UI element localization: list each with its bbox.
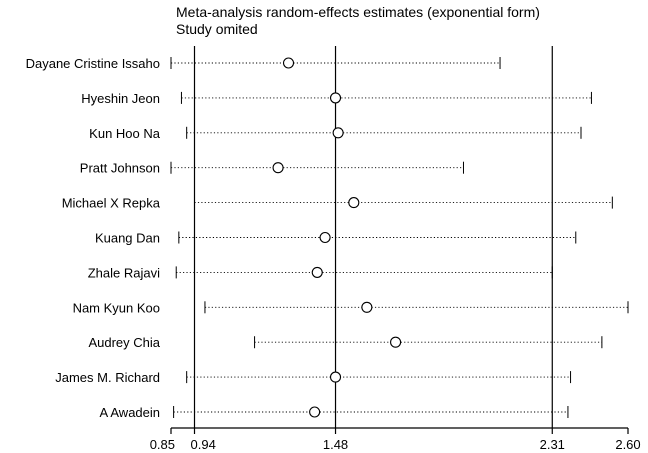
study-label: Zhale Rajavi: [88, 265, 160, 280]
point-estimate-marker: [332, 127, 344, 139]
x-tick-label: 0.94: [191, 437, 216, 452]
x-tick-label: 2.60: [615, 437, 640, 452]
point-estimate-marker: [390, 336, 402, 348]
study-label: Pratt Johnson: [80, 161, 160, 176]
point-estimate-marker: [319, 231, 331, 244]
study-label: Hyeshin Jeon: [81, 91, 160, 106]
study-label: Nam Kyun Koo: [73, 300, 160, 315]
point-estimate-marker: [282, 57, 295, 69]
point-estimate-marker: [361, 301, 373, 313]
point-estimate-marker: [348, 197, 360, 209]
chart-title: Meta-analysis random-effects estimates (…: [176, 4, 540, 20]
point-estimate-marker: [311, 266, 323, 278]
study-label: Dayane Cristine Issaho: [26, 56, 160, 71]
point-estimate-marker: [309, 406, 321, 418]
study-label: Kun Hoo Na: [89, 126, 161, 141]
study-label: Audrey Chia: [88, 335, 160, 350]
x-tick-label: 0.85: [150, 437, 175, 452]
chart-subtitle: Study omited: [176, 21, 258, 37]
study-label: James M. Richard: [55, 370, 160, 385]
point-estimate-marker: [329, 371, 342, 383]
point-estimate-marker: [272, 162, 284, 174]
study-label: Michael X Repka: [62, 196, 161, 211]
x-tick-label: 2.31: [540, 437, 565, 452]
study-label: A Awadein: [100, 405, 160, 420]
x-tick-label: 1.48: [323, 437, 348, 452]
point-estimate-marker: [329, 92, 342, 104]
study-label: Kuang Dan: [95, 231, 160, 246]
